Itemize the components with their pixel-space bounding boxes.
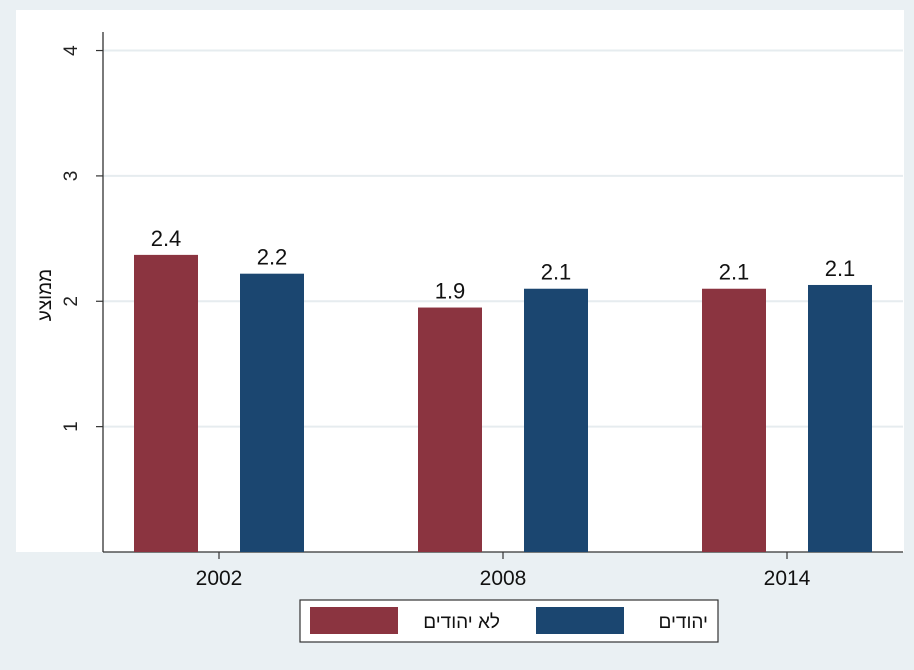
bar-data-label: 2.1 [541,260,572,285]
bar[interactable] [240,273,304,552]
bar-data-label: 1.9 [435,279,466,304]
bar[interactable] [134,254,198,552]
bar-data-label: 2.2 [257,245,288,270]
legend-swatch [536,607,624,634]
x-tick-label: 2008 [480,567,527,590]
bar-data-label: 2.1 [719,260,750,285]
y-tick-label: 4 [61,45,82,56]
bar[interactable] [524,288,588,552]
legend-swatch [310,607,398,634]
bar[interactable] [418,307,482,552]
x-tick-label: 2002 [196,567,243,590]
bar[interactable] [702,288,766,552]
bar-data-label: 2.1 [825,256,856,281]
bar[interactable] [808,284,872,552]
y-tick-label: 2 [61,296,82,307]
legend-label: יהודים [658,612,708,633]
legend-label: לא יהודים [423,612,500,633]
x-tick-label: 2014 [764,567,811,590]
y-tick-label: 1 [61,421,82,432]
y-axis-title: ממוצע [35,269,56,321]
bar-data-label: 2.4 [151,226,182,251]
y-tick-label: 3 [61,171,82,182]
